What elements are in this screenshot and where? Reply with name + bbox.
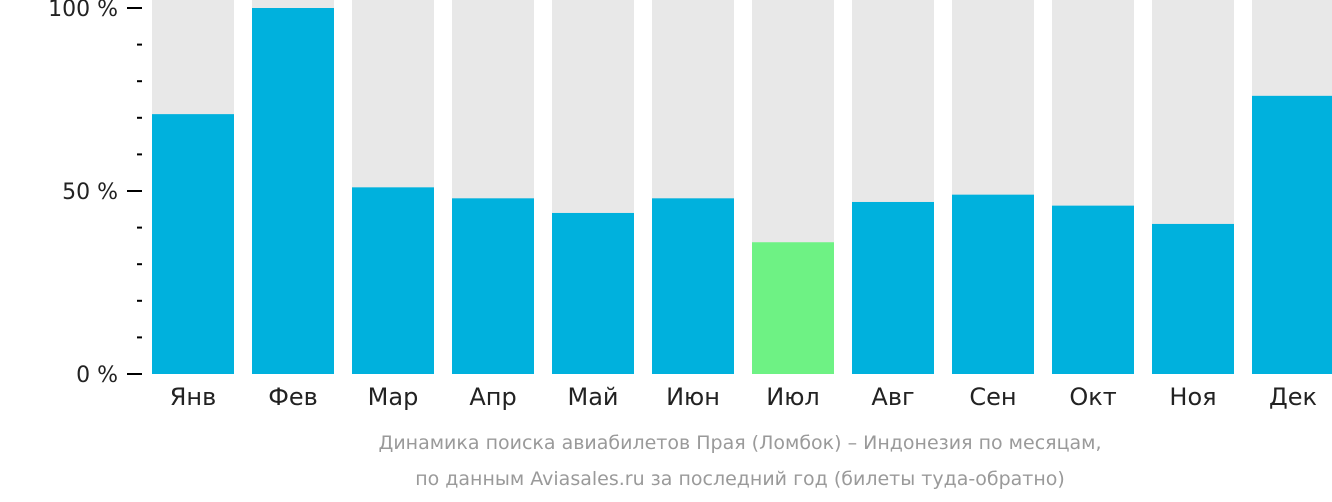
x-tick-label: Авг	[871, 383, 914, 411]
bar-6	[752, 242, 834, 374]
bar-4	[552, 212, 634, 374]
x-tick-label: Окт	[1069, 383, 1116, 411]
bar-9	[1052, 205, 1134, 374]
y-axis: 0 % 50 % 100 %	[48, 0, 142, 388]
bar-5	[652, 198, 734, 374]
x-tick-label: Май	[567, 383, 618, 411]
x-tick-label: Июл	[766, 383, 820, 411]
x-tick-label: Дек	[1269, 383, 1317, 411]
data-bars	[152, 8, 1332, 374]
y-tick-label: 50 %	[62, 180, 118, 205]
bar-7	[852, 201, 934, 374]
x-tick-label: Фев	[268, 383, 318, 411]
bar-3	[452, 198, 534, 374]
x-tick-label: Сен	[969, 383, 1016, 411]
caption-line-2: по данным Aviasales.ru за последний год …	[415, 468, 1065, 490]
bar-2	[352, 187, 434, 374]
x-tick-label: Апр	[469, 383, 516, 411]
x-tick-label: Июн	[666, 383, 720, 411]
bar-0	[152, 114, 234, 374]
y-tick-label: 100 %	[48, 0, 118, 22]
x-axis-labels: Янв Фев Мар Апр Май Июн Июл Авг Сен Окт Ноя Дек	[170, 383, 1317, 411]
bar-1	[252, 8, 334, 374]
bar-8	[952, 194, 1034, 374]
x-tick-label: Мар	[368, 383, 419, 411]
x-tick-label: Ноя	[1169, 383, 1216, 411]
caption-line-1: Динамика поиска авиабилетов Прая (Ломбок…	[378, 432, 1102, 454]
bar-10	[1152, 223, 1234, 374]
y-tick-label: 0 %	[76, 363, 118, 388]
x-tick-label: Янв	[170, 383, 217, 411]
bar-11	[1252, 95, 1332, 374]
